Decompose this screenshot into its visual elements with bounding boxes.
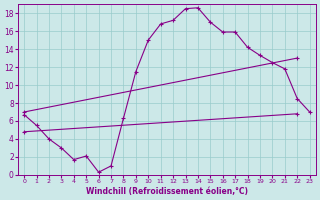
X-axis label: Windchill (Refroidissement éolien,°C): Windchill (Refroidissement éolien,°C): [86, 187, 248, 196]
